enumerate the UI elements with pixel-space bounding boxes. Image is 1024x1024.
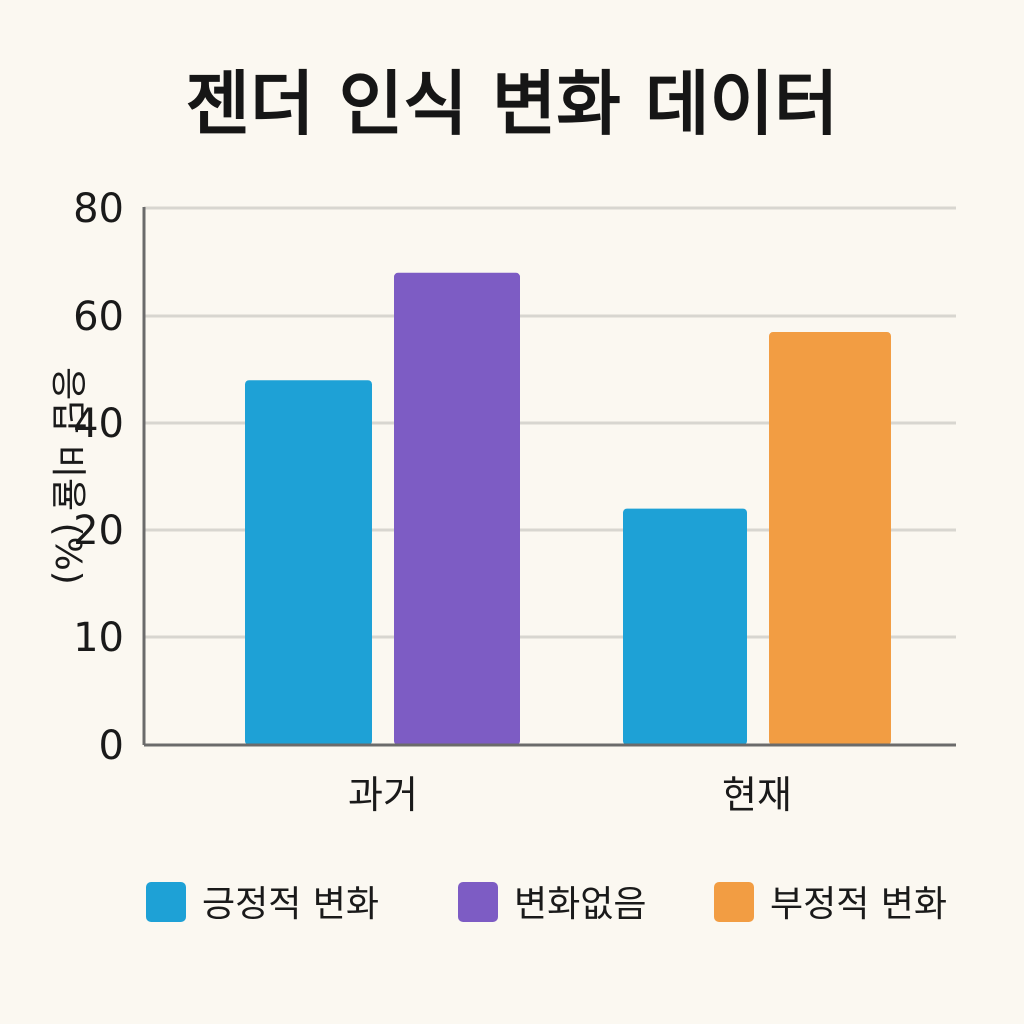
y-axis-label: 응답 비율 (%)	[47, 367, 88, 585]
legend-item: 부정적 변화	[714, 882, 947, 925]
legend-swatch	[146, 882, 186, 922]
y-tick-label: 0	[99, 723, 124, 769]
bar-과거-긍정적 변화	[245, 380, 372, 745]
legend-item: 변화없음	[458, 882, 646, 925]
x-category-label: 현재	[722, 773, 792, 817]
legend-label: 긍정적 변화	[202, 884, 379, 925]
legend-label: 변화없음	[514, 884, 646, 925]
chart-title: 젠더 인식 변화 데이터	[186, 63, 839, 145]
x-category-labels: 과거 현재	[348, 773, 792, 817]
y-tick-label: 20	[73, 508, 124, 554]
legend-label: 부정적 변화	[770, 884, 947, 925]
y-tick-label: 80	[73, 186, 124, 232]
bars	[245, 272, 891, 745]
x-category-label: 과거	[348, 773, 418, 817]
legend-swatch	[458, 882, 498, 922]
y-tick-label: 10	[73, 615, 124, 661]
legend-swatch	[714, 882, 754, 922]
legend-item: 긍정적 변화	[146, 882, 379, 925]
legend: 긍정적 변화 변화없음 부정적 변화	[146, 882, 947, 925]
bar-현재-긍정적 변화	[623, 508, 747, 745]
y-tick-label: 40	[73, 401, 124, 447]
y-tick-label: 60	[73, 294, 124, 340]
bar-현재-부정적 변화	[769, 332, 891, 745]
bar-과거-변화없음	[394, 272, 520, 745]
y-tick-labels: 0 10 20 40 60 80	[73, 186, 124, 769]
